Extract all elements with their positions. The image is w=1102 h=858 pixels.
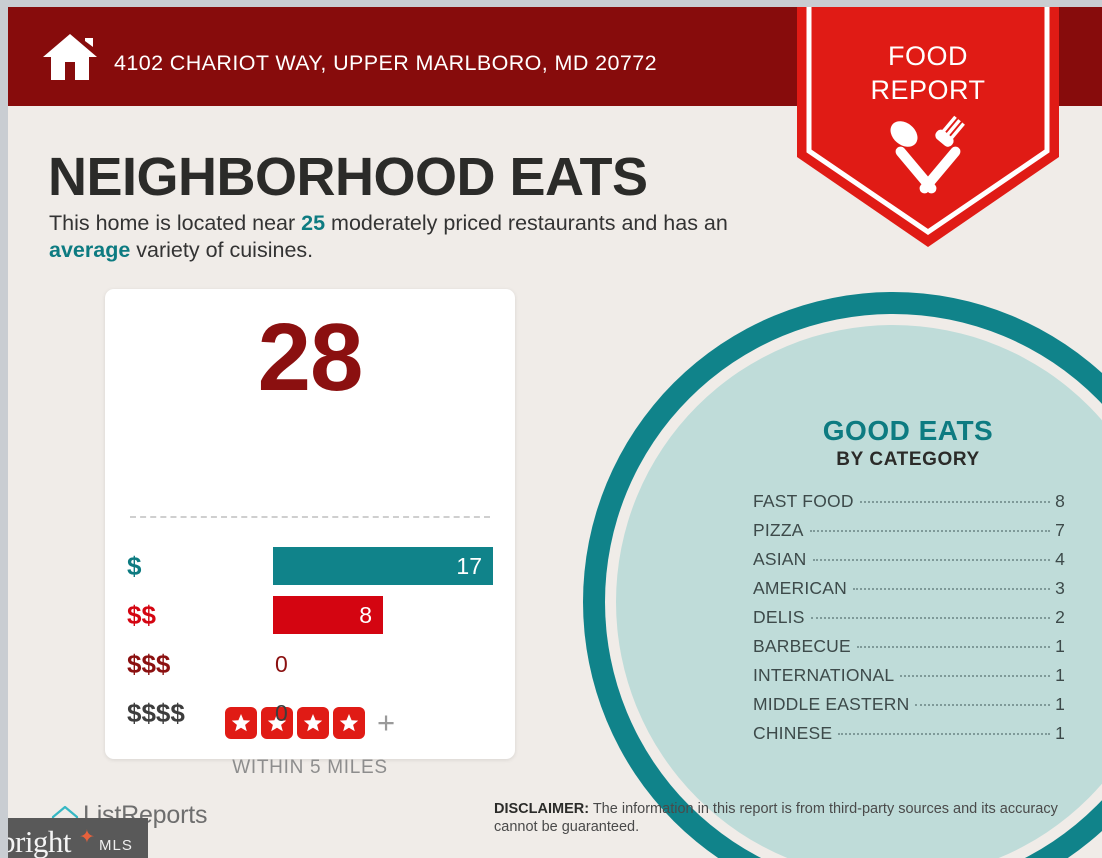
disclaimer-label: DISCLAIMER: bbox=[494, 801, 590, 817]
category-name: FAST FOOD bbox=[753, 491, 854, 511]
good-eats-subtitle: BY CATEGORY bbox=[836, 449, 980, 470]
category-count: 1 bbox=[1055, 694, 1065, 714]
chart-row: $$$ 0 bbox=[105, 642, 515, 691]
list-item: FAST FOOD 8 bbox=[753, 491, 1065, 520]
score-caption: WITHIN 5 MILES bbox=[232, 757, 388, 778]
badge-line-2: REPORT bbox=[870, 75, 986, 105]
bar-fill: 17 bbox=[273, 547, 493, 585]
watermark-suffix: MLS bbox=[99, 837, 133, 854]
category-name: BARBECUE bbox=[753, 636, 851, 656]
leader-dots bbox=[859, 501, 1051, 503]
intro-text-2: moderately priced restaurants and has an bbox=[325, 211, 728, 235]
star-icon bbox=[296, 707, 329, 739]
category-count: 1 bbox=[1055, 723, 1065, 743]
chart-row: $$$$ 0 bbox=[105, 691, 515, 740]
leader-dots bbox=[809, 530, 1051, 532]
leader-dots bbox=[915, 704, 1051, 706]
category-name: INTERNATIONAL bbox=[753, 665, 895, 685]
good-eats-circle-graphic bbox=[583, 292, 1102, 858]
price-tier-chart: $ 17 $$ 8 $$$ bbox=[105, 544, 515, 740]
list-item: CHINESE 1 bbox=[753, 723, 1065, 752]
bar-value: 8 bbox=[359, 602, 372, 628]
good-eats-header: GOOD EATS BY CATEGORY bbox=[743, 415, 1073, 472]
price-label: $$$$ bbox=[127, 698, 185, 728]
good-eats-title: GOOD EATS bbox=[822, 415, 994, 446]
score-card: 28 + WITHIN 5 MILES bbox=[105, 289, 515, 778]
spoon-fork-icon bbox=[878, 114, 978, 206]
category-name: AMERICAN bbox=[753, 578, 847, 598]
report-canvas: 4102 CHARIOT WAY, UPPER MARLBORO, MD 207… bbox=[8, 7, 1102, 858]
leader-dots bbox=[810, 617, 1051, 619]
category-count: 8 bbox=[1055, 491, 1065, 511]
price-label: $$$ bbox=[127, 649, 171, 679]
star-icon bbox=[224, 707, 257, 739]
bright-mls-watermark: bright ✦ MLS bbox=[8, 818, 148, 858]
food-report-badge: FOOD REPORT bbox=[797, 7, 1059, 247]
disclaimer-text: The information in this report is from t… bbox=[494, 801, 1058, 835]
home-icon bbox=[41, 32, 99, 82]
chart-row: $$ 8 bbox=[105, 593, 515, 642]
page-title: NEIGHBORHOOD EATS bbox=[48, 147, 648, 207]
intro-paragraph: This home is located near 25 moderately … bbox=[49, 210, 789, 263]
leader-dots bbox=[838, 733, 1051, 735]
star-rating: + bbox=[105, 707, 515, 739]
bar-value: 17 bbox=[456, 553, 482, 579]
leader-dots bbox=[900, 675, 1051, 677]
intro-text-1: This home is located near bbox=[49, 211, 302, 235]
category-count: 4 bbox=[1055, 549, 1065, 569]
watermark-accent-icon: ✦ bbox=[79, 827, 95, 848]
bar-track: 17 bbox=[273, 547, 493, 585]
bar-fill: 8 bbox=[273, 596, 383, 634]
chart-row: $ 17 bbox=[105, 544, 515, 593]
list-item: AMERICAN 3 bbox=[753, 578, 1065, 607]
category-name: CHINESE bbox=[753, 723, 833, 743]
list-item: DELIS 2 bbox=[753, 607, 1065, 636]
star-icon bbox=[332, 707, 365, 739]
restaurant-score: 28 bbox=[257, 304, 364, 411]
plus-icon: + bbox=[376, 705, 396, 740]
category-list: FAST FOOD 8 PIZZA 7 ASIAN 4 AMERICAN 3 D… bbox=[753, 491, 1065, 752]
property-address: 4102 CHARIOT WAY, UPPER MARLBORO, MD 207… bbox=[114, 51, 657, 75]
category-count: 1 bbox=[1055, 665, 1065, 685]
bar-value: 0 bbox=[275, 651, 288, 677]
list-item: MIDDLE EASTERN 1 bbox=[753, 694, 1065, 723]
bar-track: 8 bbox=[273, 596, 493, 634]
leader-dots bbox=[852, 588, 1051, 590]
intro-text-3: variety of cuisines. bbox=[130, 237, 314, 262]
list-item: INTERNATIONAL 1 bbox=[753, 665, 1065, 694]
leader-dots bbox=[812, 559, 1051, 561]
category-count: 7 bbox=[1055, 520, 1065, 540]
intro-variety-word: average bbox=[49, 237, 131, 262]
list-item: BARBECUE 1 bbox=[753, 636, 1065, 665]
category-count: 3 bbox=[1055, 578, 1065, 598]
category-name: PIZZA bbox=[753, 520, 804, 540]
category-count: 2 bbox=[1055, 607, 1065, 627]
price-label: $$ bbox=[127, 600, 156, 630]
category-name: ASIAN bbox=[753, 549, 807, 569]
card-divider bbox=[130, 516, 490, 518]
category-name: DELIS bbox=[753, 607, 805, 627]
list-item: ASIAN 4 bbox=[753, 549, 1065, 578]
star-icon bbox=[260, 707, 293, 739]
watermark-brand: bright bbox=[8, 824, 72, 858]
category-count: 1 bbox=[1055, 636, 1065, 656]
bar-value: 0 bbox=[275, 700, 288, 726]
circle-inner-fill bbox=[616, 325, 1102, 858]
intro-count: 25 bbox=[301, 211, 326, 235]
list-item: PIZZA 7 bbox=[753, 520, 1065, 549]
price-label: $ bbox=[127, 551, 142, 581]
badge-line-1: FOOD bbox=[888, 41, 968, 71]
leader-dots bbox=[856, 646, 1051, 648]
category-name: MIDDLE EASTERN bbox=[753, 694, 910, 714]
badge-title-block: FOOD REPORT bbox=[797, 39, 1059, 107]
disclaimer: DISCLAIMER: The information in this repo… bbox=[494, 800, 1066, 836]
